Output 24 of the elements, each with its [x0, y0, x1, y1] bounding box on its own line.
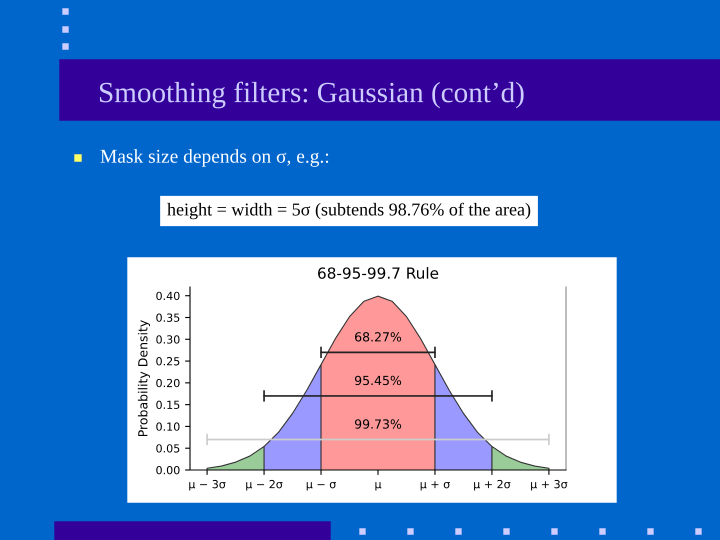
y-tick-label: 0.25 — [156, 357, 180, 366]
y-tick-label: 0.35 — [156, 313, 180, 322]
series-label: 68.27% — [355, 332, 402, 342]
y-tick-label: 0.05 — [156, 444, 180, 453]
text: Mask size depends on σ, e.g.: — [100, 149, 328, 167]
series-label: 95.45% — [354, 376, 402, 386]
chart-title: 68-95-99.7 Rule — [318, 267, 438, 279]
text: height = width = 5σ (subtends 98.76% of the area) — [167, 202, 530, 220]
y-axis-title: Probability Density — [138, 320, 150, 436]
y-tick-label: 0.30 — [156, 335, 180, 344]
y-tick-label: 0.20 — [156, 378, 180, 388]
x-tick-label: μ − σ — [306, 482, 336, 490]
y-tick-label: 0.15 — [156, 400, 180, 410]
x-tick-label: μ − 2σ — [246, 480, 283, 490]
x-tick-label: μ — [375, 482, 382, 490]
series-label: 99.73% — [354, 419, 402, 429]
x-tick-label: μ + σ — [420, 481, 450, 490]
y-tick-label: 0.00 — [156, 466, 180, 474]
x-tick-label: μ + 3σ — [531, 480, 568, 490]
text: Smoothing filters: Gaussian (cont’d) — [100, 82, 524, 108]
x-tick-label: μ − 3σ — [189, 480, 226, 490]
y-tick-label: 0.10 — [156, 422, 180, 431]
x-tick-label: μ + 2σ — [474, 480, 510, 490]
y-tick-label: 0.40 — [156, 292, 180, 300]
